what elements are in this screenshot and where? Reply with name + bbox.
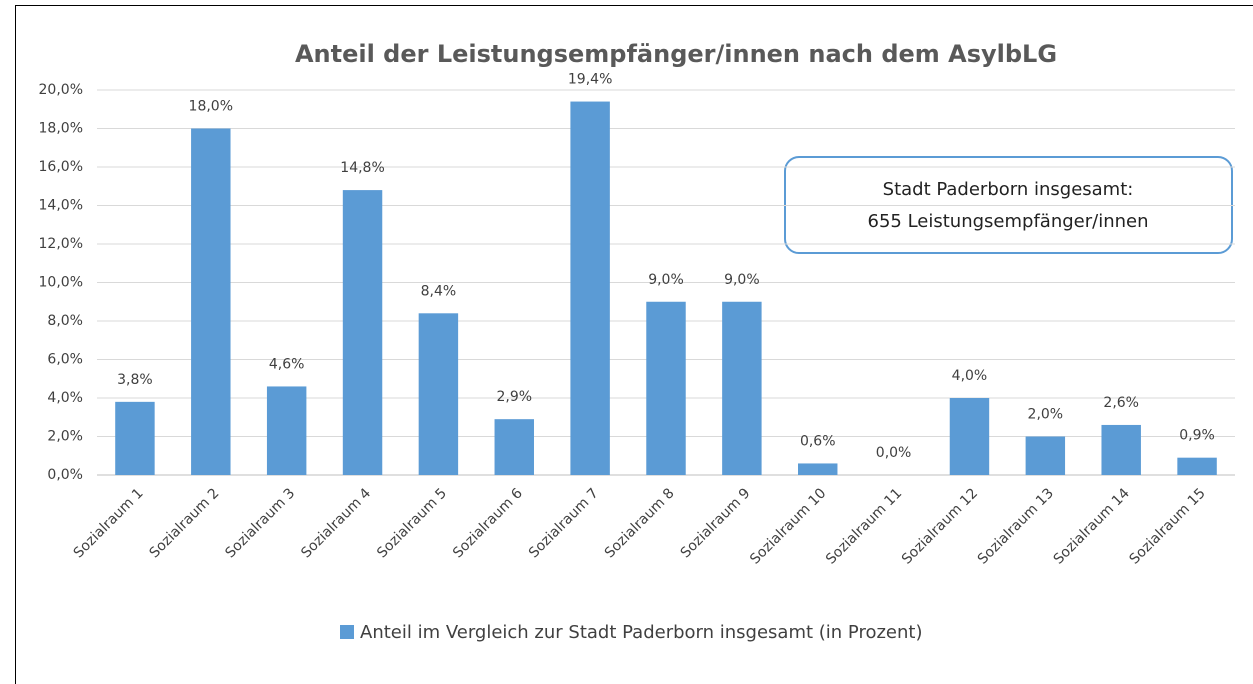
bar xyxy=(342,190,383,475)
bar xyxy=(266,386,307,475)
bar xyxy=(115,401,155,475)
data-label: 8,4% xyxy=(421,283,457,299)
y-tick-label: 8,0% xyxy=(47,313,83,329)
data-label: 0,6% xyxy=(800,433,836,449)
data-label: 18,0% xyxy=(189,99,233,115)
bar xyxy=(418,313,459,475)
bar xyxy=(1025,436,1066,475)
data-label: 2,0% xyxy=(1028,407,1064,423)
data-label: 4,0% xyxy=(952,368,988,384)
y-tick-label: 12,0% xyxy=(39,236,83,252)
data-label: 0,0% xyxy=(876,445,912,461)
y-tick-label: 2,0% xyxy=(47,429,83,445)
bar xyxy=(1101,424,1141,475)
data-label: 19,4% xyxy=(568,72,612,88)
data-label: 3,8% xyxy=(117,372,153,388)
bar xyxy=(570,101,610,476)
y-tick-label: 14,0% xyxy=(39,198,83,214)
y-tick-label: 10,0% xyxy=(39,275,83,291)
bar xyxy=(646,301,686,475)
data-label: 2,6% xyxy=(1103,395,1139,411)
y-tick-label: 18,0% xyxy=(39,121,83,137)
data-label: 14,8% xyxy=(340,160,384,176)
legend-label: Anteil im Vergleich zur Stadt Paderborn … xyxy=(360,622,923,643)
legend-swatch xyxy=(340,625,354,639)
bar xyxy=(722,301,762,475)
bar xyxy=(1177,457,1217,475)
y-tick-label: 16,0% xyxy=(39,159,83,175)
bar xyxy=(191,128,231,475)
data-label: 9,0% xyxy=(648,272,684,288)
bar xyxy=(798,463,838,475)
y-tick-label: 0,0% xyxy=(47,467,83,483)
annotation: 655 Leistungsempfänger/innen xyxy=(868,211,1149,232)
chart-title: Anteil der Leistungsempfänger/innen nach… xyxy=(295,40,1057,68)
bar xyxy=(949,398,990,475)
bar xyxy=(494,419,534,475)
y-tick-label: 20,0% xyxy=(39,82,83,98)
annotation: Stadt Paderborn insgesamt: xyxy=(883,179,1134,200)
y-tick-label: 4,0% xyxy=(47,390,83,406)
data-label: 9,0% xyxy=(724,272,760,288)
data-label: 0,9% xyxy=(1179,428,1215,444)
y-tick-label: 6,0% xyxy=(47,352,83,368)
data-label: 2,9% xyxy=(496,389,532,405)
data-label: 4,6% xyxy=(269,356,305,372)
